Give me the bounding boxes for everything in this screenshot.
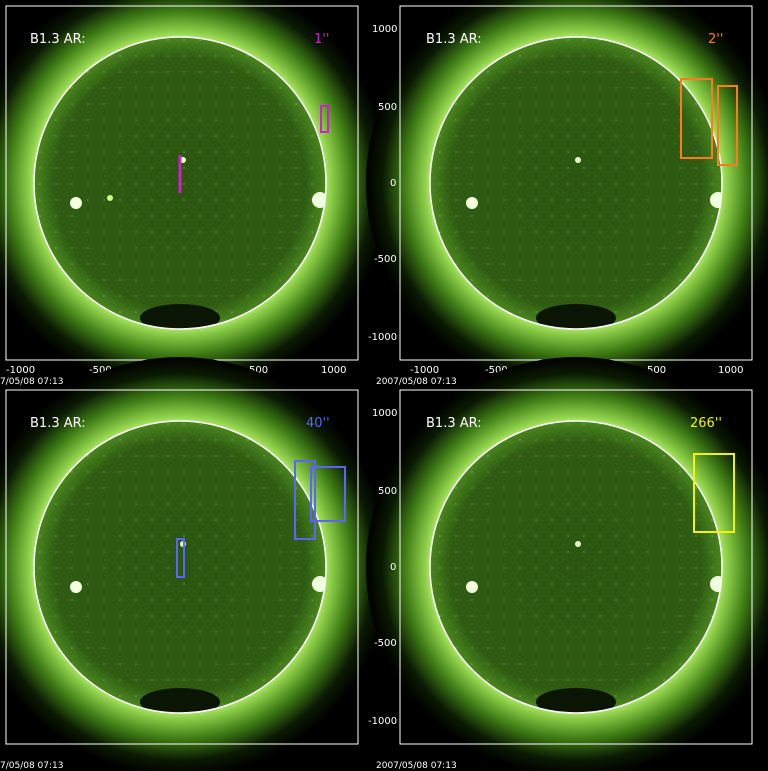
timestamp: 2007/05/08 07:13 — [376, 377, 457, 387]
panel-title: B1.3 AR: — [30, 32, 86, 47]
y-tick: 500 — [378, 102, 398, 113]
y-tick: -500 — [374, 254, 397, 265]
solar-image-2 — [366, 0, 768, 393]
y-tick: 0 — [390, 562, 397, 573]
scale-label: 1'' — [314, 32, 330, 47]
x-tick: 500 — [249, 365, 269, 376]
solar-image-1 — [0, 0, 390, 393]
y-tick: 1000 — [372, 24, 398, 35]
solar-panel-3: B1.3 AR: 40'' 7/05/08 07:13 — [0, 357, 390, 771]
x-tick: -1000 — [6, 365, 36, 376]
solar-image-4 — [366, 357, 768, 771]
y-tick: -1000 — [368, 716, 398, 727]
x-tick: -500 — [485, 365, 508, 376]
y-tick: 0 — [390, 178, 397, 189]
panel-title: B1.3 AR: — [426, 32, 482, 47]
y-tick: 500 — [378, 486, 398, 497]
x-tick: -1000 — [410, 365, 440, 376]
timestamp: 7/05/08 07:13 — [0, 377, 64, 387]
timestamp: 2007/05/08 07:13 — [376, 761, 457, 771]
solar-panel-1: B1.3 AR: 1'' -1000 -500 0 500 1000 7/05/… — [0, 0, 390, 393]
panel-title: B1.3 AR: — [30, 416, 86, 431]
panel-title: B1.3 AR: — [426, 416, 482, 431]
solar-panel-2: B1.3 AR: 2'' 1000 500 0 -500 -1000 -1000… — [366, 0, 768, 393]
x-tick: 1000 — [718, 365, 744, 376]
timestamp: 7/05/08 07:13 — [0, 761, 64, 771]
x-tick: -500 — [89, 365, 112, 376]
solar-panel-4: B1.3 AR: 266'' 1000 500 0 -500 -1000 200… — [366, 357, 768, 771]
scale-label: 2'' — [708, 32, 724, 47]
x-tick: 500 — [647, 365, 667, 376]
y-tick: -500 — [374, 638, 397, 649]
scale-label: 266'' — [690, 416, 722, 431]
solar-image-3 — [0, 357, 390, 771]
y-tick: -1000 — [368, 332, 398, 343]
y-tick: 1000 — [372, 408, 398, 419]
scale-label: 40'' — [306, 416, 330, 431]
x-tick: 1000 — [321, 365, 347, 376]
